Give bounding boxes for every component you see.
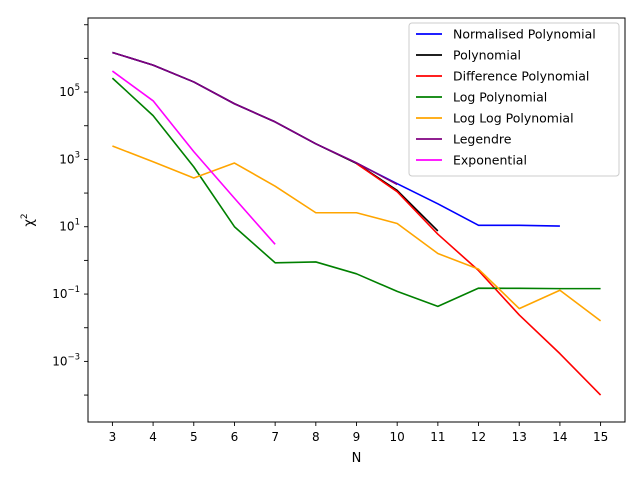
- x-tick-label: 11: [430, 430, 445, 444]
- legend-label: Exponential: [453, 153, 527, 168]
- legend-label: Normalised Polynomial: [453, 27, 596, 42]
- x-tick-label: 9: [353, 430, 361, 444]
- legend-label: Difference Polynomial: [453, 69, 589, 84]
- x-tick-label: 6: [231, 430, 239, 444]
- y-tick-label: 10−3: [52, 352, 80, 368]
- x-tick-label: 8: [312, 430, 320, 444]
- y-tick-label: 101: [59, 218, 80, 234]
- legend: Normalised Polynomial Polynomial Differenc…: [408, 22, 620, 177]
- legend-label: Log Log Polynomial: [453, 111, 574, 126]
- series-line-6: [111, 70, 276, 245]
- series-line-2: [356, 162, 602, 396]
- series-line-5: [112, 51, 398, 186]
- x-tick-label: 14: [552, 430, 567, 444]
- x-tick-label: 3: [109, 430, 117, 444]
- y-axis: 10−3 10−1 101 103 105: [52, 24, 88, 396]
- x-tick-label: 10: [390, 430, 405, 444]
- legend-label: Log Polynomial: [453, 90, 547, 105]
- x-axis-label: N: [352, 451, 362, 466]
- series-line-4: [112, 145, 602, 322]
- legend-label: Legendre: [453, 132, 512, 147]
- x-axis: 3 4 5 6 7 8 9 10 11 12 13 14 15: [109, 422, 608, 444]
- x-tick-label: 5: [190, 430, 198, 444]
- y-tick-label: 103: [59, 150, 80, 166]
- x-tick-label: 7: [271, 430, 279, 444]
- legend-label: Polynomial: [453, 48, 521, 63]
- series-line-3: [111, 77, 601, 308]
- x-tick-label: 15: [593, 430, 608, 444]
- y-axis-label: χ2: [20, 213, 37, 226]
- y-tick-label: 105: [59, 83, 80, 99]
- legend-frame: [408, 22, 620, 177]
- x-tick-label: 4: [149, 430, 157, 444]
- x-tick-label: 13: [512, 430, 527, 444]
- series-layer: [111, 51, 602, 396]
- series-line-1: [112, 51, 439, 232]
- y-tick-label: 10−1: [52, 285, 80, 301]
- x-tick-label: 12: [471, 430, 486, 444]
